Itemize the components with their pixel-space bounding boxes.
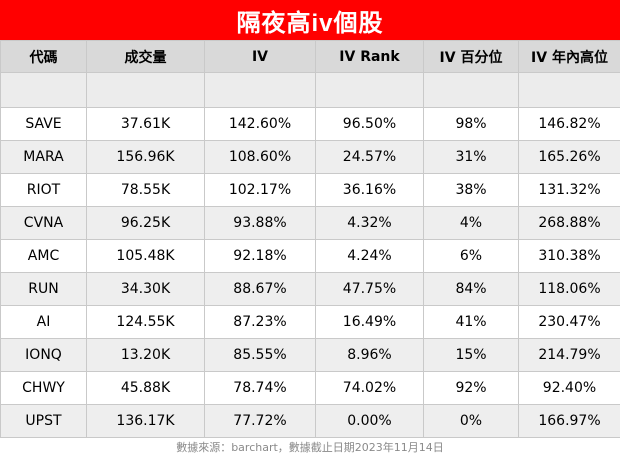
cell-volume: 156.96K (86, 140, 205, 174)
cell-iv-year-high: 268.88% (518, 206, 620, 240)
cell-iv: 85.55% (204, 338, 316, 372)
column-header-iv: IV (204, 40, 316, 73)
cell-volume: 13.20K (86, 338, 205, 372)
cell-iv: 92.18% (204, 239, 316, 273)
cell-iv-rank: 0.00% (315, 404, 424, 438)
cell-iv-percentile: 6% (423, 239, 519, 273)
cell-code: SAVE (0, 107, 87, 141)
cell-volume: 45.88K (86, 371, 205, 405)
cell-volume: 37.61K (86, 107, 205, 141)
cell-volume: 96.25K (86, 206, 205, 240)
table-row: IONQ 13.20K 85.55% 8.96% 15% 214.79% (0, 338, 620, 372)
table-row: CVNA 96.25K 93.88% 4.32% 4% 268.88% (0, 206, 620, 240)
cell-iv-year-high: 166.97% (518, 404, 620, 438)
cell-iv-year-high: 214.79% (518, 338, 620, 372)
table-row: AMC 105.48K 92.18% 4.24% 6% 310.38% (0, 239, 620, 273)
column-header-volume: 成交量 (86, 40, 205, 73)
cell-iv: 87.23% (204, 305, 316, 339)
table-header-row: 代碼 成交量 IV IV Rank IV 百分位 IV 年內高位 (0, 40, 620, 73)
cell-code: AI (0, 305, 87, 339)
cell-iv-rank: 47.75% (315, 272, 424, 306)
cell-code: IONQ (0, 338, 87, 372)
cell-iv: 88.67% (204, 272, 316, 306)
cell-code: AMC (0, 239, 87, 273)
column-header-iv-year-high: IV 年內高位 (518, 40, 620, 73)
table-row: UPST 136.17K 77.72% 0.00% 0% 166.97% (0, 404, 620, 438)
cell-iv: 78.74% (204, 371, 316, 405)
cell-iv: 93.88% (204, 206, 316, 240)
cell-iv-percentile: 38% (423, 173, 519, 207)
cell-code: MARA (0, 140, 87, 174)
cell-code: CVNA (0, 206, 87, 240)
cell-iv-percentile: 98% (423, 107, 519, 141)
cell-iv-rank: 16.49% (315, 305, 424, 339)
page-title: 隔夜高iv個股 (0, 0, 620, 40)
cell-iv-year-high: 310.38% (518, 239, 620, 273)
cell-iv-percentile: 31% (423, 140, 519, 174)
cell-iv-year-high: 118.06% (518, 272, 620, 306)
cell-code: RUN (0, 272, 87, 306)
cell-iv-year-high: 92.40% (518, 371, 620, 405)
cell-iv: 77.72% (204, 404, 316, 438)
table-row: RUN 34.30K 88.67% 47.75% 84% 118.06% (0, 272, 620, 306)
cell-iv-year-high: 131.32% (518, 173, 620, 207)
cell-iv-rank: 4.32% (315, 206, 424, 240)
table-row: MARA 156.96K 108.60% 24.57% 31% 165.26% (0, 140, 620, 174)
cell-iv-percentile: 0% (423, 404, 519, 438)
cell-iv-rank: 96.50% (315, 107, 424, 141)
table-row: SAVE 37.61K 142.60% 96.50% 98% 146.82% (0, 107, 620, 141)
blank-row (0, 72, 620, 108)
cell-iv: 108.60% (204, 140, 316, 174)
cell-code: RIOT (0, 173, 87, 207)
cell-iv-rank: 8.96% (315, 338, 424, 372)
cell-iv-percentile: 41% (423, 305, 519, 339)
iv-table: 代碼 成交量 IV IV Rank IV 百分位 IV 年內高位 SAVE 37.… (0, 40, 620, 438)
column-header-iv-percentile: IV 百分位 (423, 40, 519, 73)
cell-volume: 34.30K (86, 272, 205, 306)
table-row: RIOT 78.55K 102.17% 36.16% 38% 131.32% (0, 173, 620, 207)
cell-iv-year-high: 146.82% (518, 107, 620, 141)
source-note: 數據來源：barchart，數據截止日期2023年11月14日 (176, 441, 444, 454)
table-row: AI 124.55K 87.23% 16.49% 41% 230.47% (0, 305, 620, 339)
cell-iv-percentile: 15% (423, 338, 519, 372)
cell-iv: 102.17% (204, 173, 316, 207)
cell-iv-rank: 4.24% (315, 239, 424, 273)
column-header-code: 代碼 (0, 40, 87, 73)
cell-iv-rank: 74.02% (315, 371, 424, 405)
cell-iv-percentile: 4% (423, 206, 519, 240)
cell-iv-year-high: 165.26% (518, 140, 620, 174)
column-header-iv-rank: IV Rank (315, 40, 424, 73)
cell-volume: 124.55K (86, 305, 205, 339)
cell-code: CHWY (0, 371, 87, 405)
cell-iv-rank: 36.16% (315, 173, 424, 207)
cell-volume: 78.55K (86, 173, 205, 207)
cell-iv-year-high: 230.47% (518, 305, 620, 339)
table-row: CHWY 45.88K 78.74% 74.02% 92% 92.40% (0, 371, 620, 405)
cell-code: UPST (0, 404, 87, 438)
cell-iv: 142.60% (204, 107, 316, 141)
cell-iv-percentile: 92% (423, 371, 519, 405)
cell-iv-percentile: 84% (423, 272, 519, 306)
cell-volume: 136.17K (86, 404, 205, 438)
cell-iv-rank: 24.57% (315, 140, 424, 174)
cell-volume: 105.48K (86, 239, 205, 273)
